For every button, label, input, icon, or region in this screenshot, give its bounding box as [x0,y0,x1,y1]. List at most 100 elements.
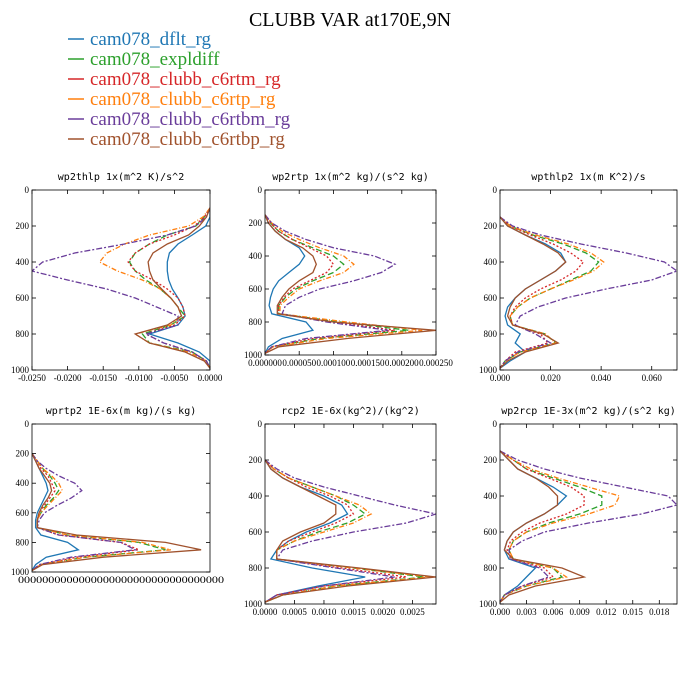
series-line [265,214,423,354]
plot-frame [31,189,211,371]
x-tick-label: -0.0150 [89,373,117,383]
y-tick-label: 0 [25,185,30,195]
series-line [265,214,397,354]
series-line [32,207,210,369]
y-tick-label: 1000 [244,350,263,360]
y-tick-label: 200 [16,449,30,459]
panel-title: wprtp2 1E-6x(m kg)/(s kg) [46,406,197,417]
x-tick-label: -0.0050 [161,373,189,383]
y-tick-label: 400 [249,251,263,261]
x-tick-label: 0.0020 [371,607,396,617]
plot-frame [31,423,211,573]
series-line [500,216,585,369]
series-line [32,453,138,571]
y-tick-label: 200 [16,221,30,231]
x-tick-label: 0.0005 [282,607,307,617]
chart-panel: wprtp2 1E-6x(m kg)/(s kg) 0 200 400 600 800 10… [11,406,225,585]
x-tick-label: 0.0025 [400,607,425,617]
series-line [98,207,210,369]
x-tick-label: 0.012 [596,607,616,617]
legend-entry: cam078_dflt_rg [90,29,212,50]
x-tick-label: 0.020 [540,373,561,383]
x-tick-label: -0.0250 [18,373,46,383]
x-tick-label: 0.060 [642,373,663,383]
chart-panel: rcp2 1E-6x(kg^2)/(kg^2) 0 200 400 600 800 1000… [244,406,437,617]
y-tick-label: 0 [493,419,498,429]
x-tick-label: 0.000150 [351,358,385,368]
y-tick-label: 800 [484,563,498,573]
series-line [265,459,366,603]
x-tick-label: 0.0000 [253,607,278,617]
y-tick-label: 0 [493,185,498,195]
panel-title: wp2rtp 1x(m^2 kg)/(s^2 kg) [272,172,429,183]
legend-entry: cam078_clubb_c6rtbp_rg [90,129,285,150]
y-tick-label: 800 [249,563,263,573]
legend-entry: cam078_clubb_c6rtp_rg [90,89,276,110]
x-tick-label: 0.000250 [419,358,453,368]
y-tick-label: 600 [484,293,498,303]
x-tick-label: 0.000050 [282,358,316,368]
y-tick-label: 1000 [479,599,498,609]
series-line [265,459,436,603]
plot-frame [499,423,678,605]
series-line [265,459,431,603]
series-line [500,216,567,369]
chart-panel: wp2thlp 1x(m^2 K)/s^202004006008001000-0… [11,172,223,383]
x-tick-label: 0.000 [490,607,511,617]
legend: cam078_dflt_rgcam078_expldiffcam078_club… [68,29,291,150]
y-tick-label: 200 [484,221,498,231]
y-tick-label: 1000 [244,599,263,609]
y-tick-label: 800 [249,317,263,327]
y-tick-label: 600 [16,508,30,518]
x-tick-label: 0.018 [649,607,670,617]
series-line [32,453,142,572]
series-line [500,450,603,603]
y-tick-label: 400 [249,491,263,501]
panel-title: wpthlp2 1x(m K^2)/s [531,172,645,183]
x-tick-label: 0.040 [591,373,612,383]
series-line [128,207,210,369]
y-tick-label: 800 [16,329,30,339]
series-line [500,450,677,603]
series-line [133,207,210,369]
series-line [265,459,436,603]
series-line [500,450,621,603]
x-tick-label: 0.003 [516,607,537,617]
y-tick-label: 0 [258,419,263,429]
y-tick-label: 400 [484,257,498,267]
series-line [32,453,80,571]
series-line [127,207,210,369]
series-line [500,216,605,369]
x-tick-label: 0.0010 [312,607,337,617]
panel-title: wp2thlp 1x(m^2 K)/s^2 [58,172,184,183]
y-tick-label: 400 [16,257,30,267]
legend-entry: cam078_clubb_c6rtbm_rg [90,109,291,130]
y-tick-label: 1000 [479,365,498,375]
x-tick-label: 0.0000 [198,373,223,383]
x-tick-label: 0.009 [570,607,591,617]
legend-entry: cam078_clubb_c6rtm_rg [90,69,281,90]
x-tick-labels-overlapping: 0000000000000000000000000000000000 [18,575,225,585]
x-tick-label: 0.0015 [341,607,366,617]
legend-entry: cam078_expldiff [90,49,220,70]
series-line [500,216,677,369]
y-tick-label: 800 [484,329,498,339]
y-tick-label: 600 [249,527,263,537]
plot-frame [499,189,678,371]
y-tick-label: 200 [484,455,498,465]
series-line [500,216,567,369]
x-tick-label: 0.000200 [385,358,419,368]
x-tick-label: 0.000000 [248,358,282,368]
plot-frame [264,423,437,605]
chart-panel: wpthlp2 1x(m K^2)/s 0 200 400 600 800 10000.00… [479,172,678,383]
panel-title: wp2rcp 1E-3x(m^2 kg)/(s^2 kg) [501,406,676,417]
x-tick-label: -0.0200 [54,373,82,383]
y-tick-label: 1000 [11,365,30,375]
y-tick-label: 800 [16,537,30,547]
y-tick-label: 600 [16,293,30,303]
x-tick-label: 0.006 [543,607,564,617]
y-tick-label: 600 [249,284,263,294]
y-tick-label: 0 [258,185,263,195]
series-line [32,453,202,572]
